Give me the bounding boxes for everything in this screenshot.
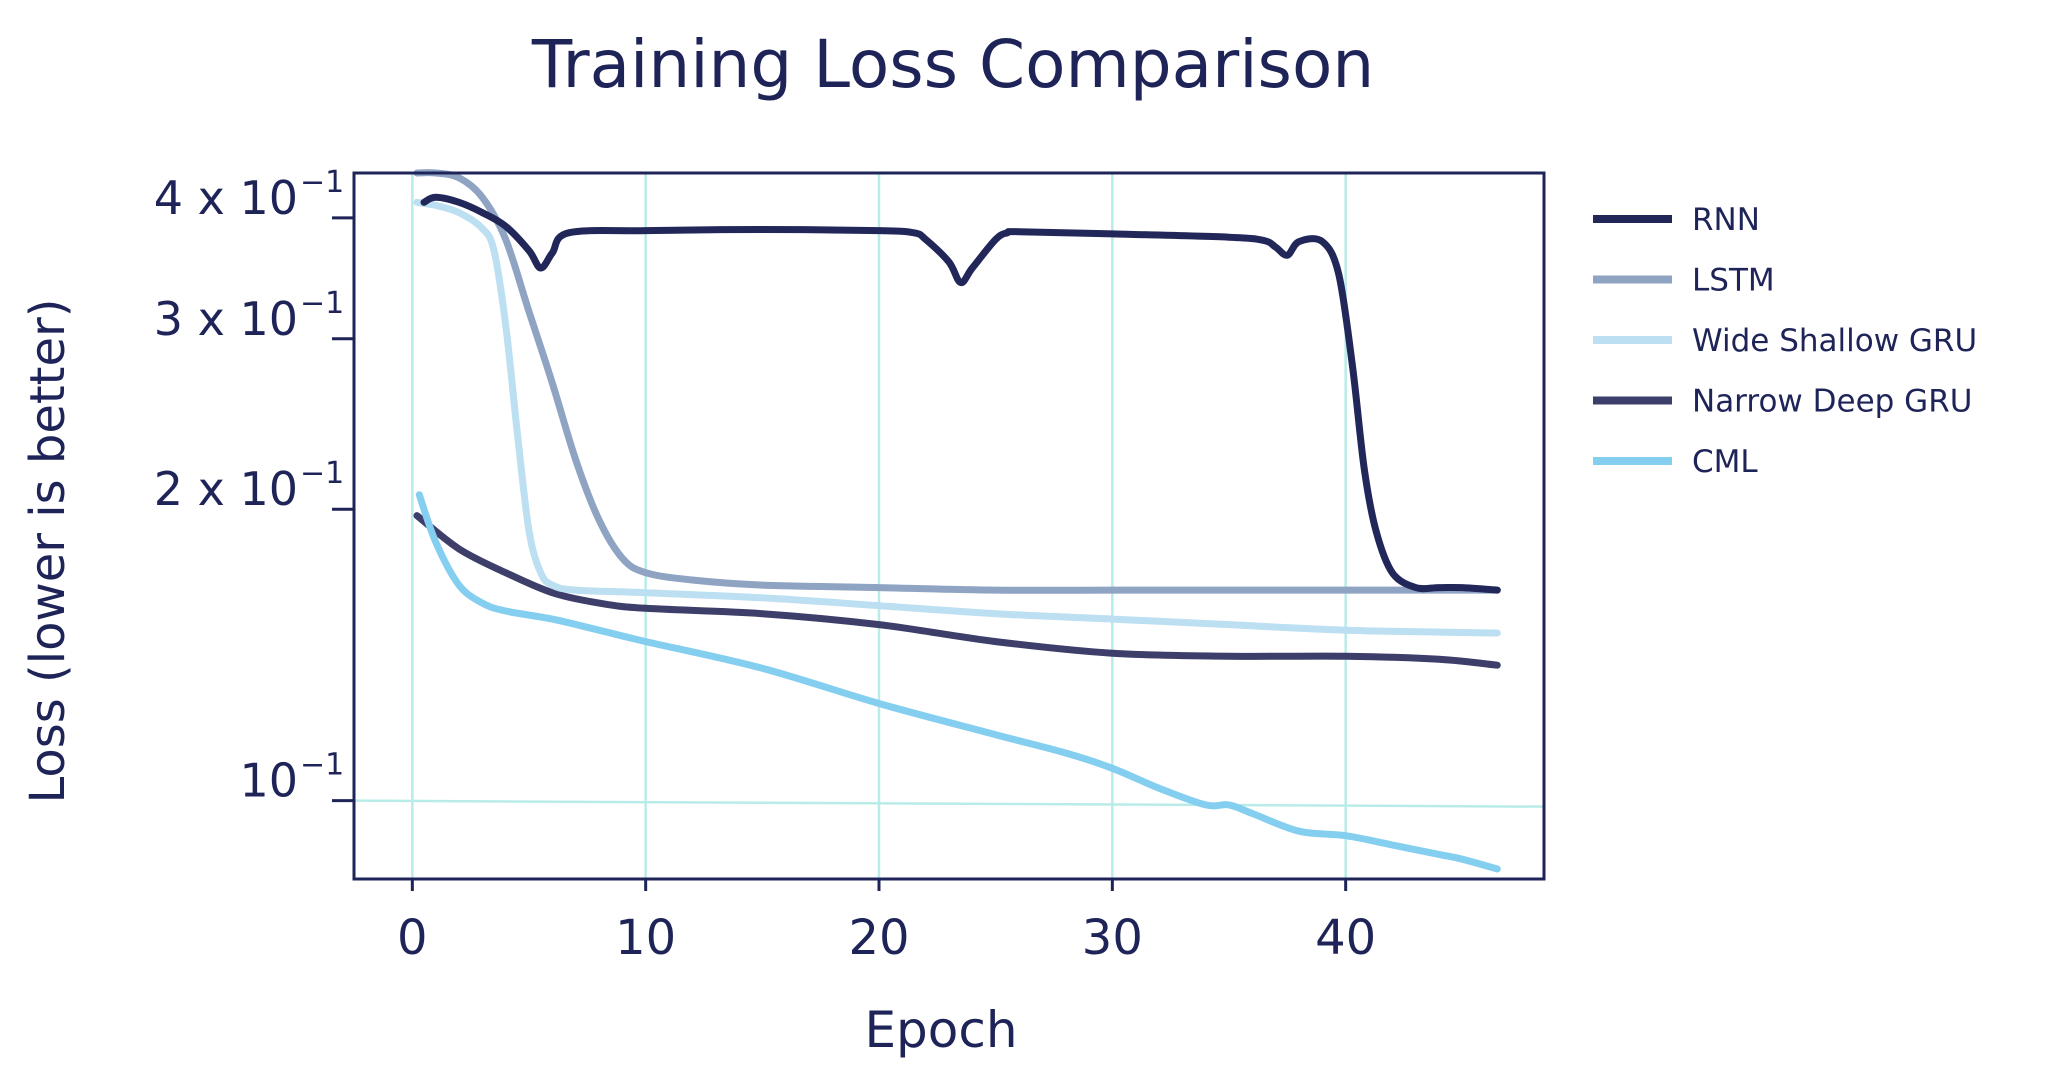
chart-title: Training Loss Comparison <box>531 26 1374 103</box>
y-tick-label: 3 x 10 <box>154 292 298 346</box>
series-lines <box>413 169 1501 873</box>
legend-label: Narrow Deep GRU <box>1692 384 1972 420</box>
x-tick-label: 20 <box>848 910 909 966</box>
x-tick-label: 10 <box>615 910 676 966</box>
y-axis-label: Loss (lower is better) <box>20 299 76 804</box>
y-tick-label: 2 x 10 <box>154 462 298 516</box>
legend-label: RNN <box>1692 202 1760 238</box>
legend-label: Wide Shallow GRU <box>1692 323 1977 359</box>
series-line-rnn <box>420 193 1501 594</box>
y-gridline <box>353 799 1545 808</box>
series-line-cml <box>415 491 1501 873</box>
x-tick-label: 40 <box>1315 910 1376 966</box>
series-line-wide-shallow-gru <box>413 198 1501 637</box>
x-tick-label: 0 <box>397 910 428 966</box>
legend-item-narrow-deep-gru: Narrow Deep GRU <box>1593 384 1972 420</box>
x-axis-label: Epoch <box>864 1001 1017 1059</box>
x-tick-label: 30 <box>1082 910 1143 966</box>
plot-frame <box>352 171 1546 881</box>
series-line-narrow-deep-gru <box>413 512 1501 669</box>
legend-item-cml: CML <box>1593 444 1758 480</box>
y-tick-label: 10 <box>239 754 298 808</box>
legend: RNN LSTM Wide Shallow GRU Narrow Deep GRU CM… <box>1593 202 1977 480</box>
y-tick-exponent: −1 <box>300 165 344 200</box>
y-tick-exponent: −1 <box>300 286 344 321</box>
legend-item-lstm: LSTM <box>1593 263 1775 299</box>
grid <box>353 173 1545 879</box>
y-tick-exponent: −1 <box>300 456 344 491</box>
legend-label: CML <box>1692 444 1758 480</box>
x-axis: 0 10 20 30 40 <box>397 879 1376 966</box>
series-line-lstm <box>413 169 1501 594</box>
legend-item-rnn: RNN <box>1593 202 1760 238</box>
y-axis: 4 x 10 −13 x 10 −12 x 10 −110 −1 <box>154 165 354 808</box>
legend-label: LSTM <box>1692 263 1775 299</box>
y-tick-exponent: −1 <box>300 748 344 783</box>
legend-item-wide-shallow-gru: Wide Shallow GRU <box>1593 323 1977 359</box>
y-tick-label: 4 x 10 <box>154 171 298 225</box>
